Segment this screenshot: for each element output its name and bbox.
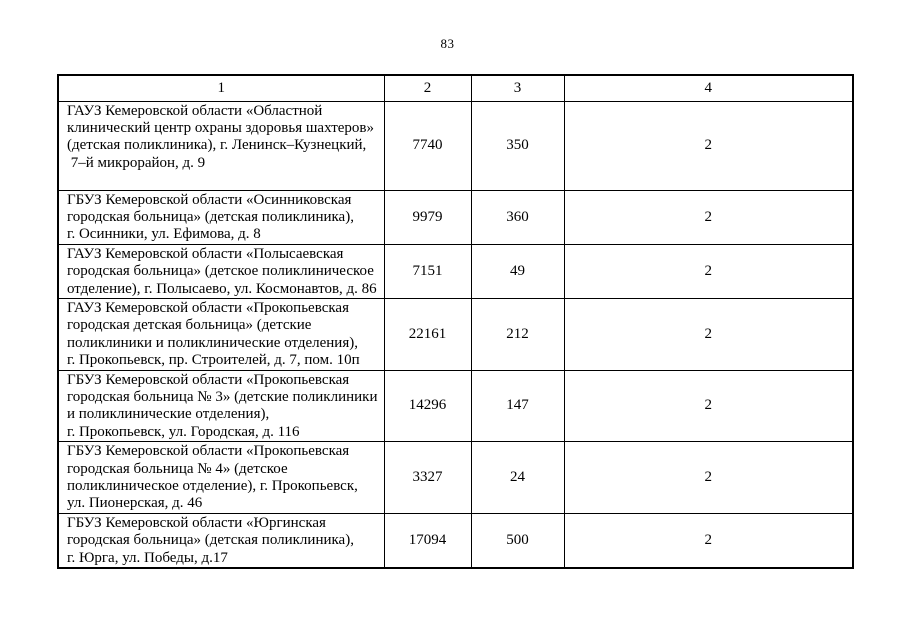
- value-col3-cell: 147: [470, 369, 565, 443]
- facilities-table: 1 2 3 4 ГАУЗ Кемеровской области «Област…: [57, 74, 854, 570]
- table-row: ГБУЗ Кемеровской области «Осинниковская …: [57, 189, 854, 245]
- table-row: ГБУЗ Кемеровской области «Юргинская горо…: [57, 512, 854, 569]
- column-header-3: 3: [470, 74, 565, 102]
- page-number: 83: [440, 36, 455, 51]
- value-col3-cell: 212: [470, 297, 565, 371]
- column-header-2: 2: [383, 74, 472, 102]
- column-header-1: 1: [57, 74, 385, 102]
- value-col4-cell: 2: [563, 100, 854, 191]
- table-row: ГБУЗ Кемеровской области «Прокопьевская …: [57, 369, 854, 443]
- value-col3-cell: 500: [470, 512, 565, 569]
- facility-name-cell: ГАУЗ Кемеровской области «Прокопьевская …: [57, 297, 385, 371]
- value-col2-cell: 17094: [383, 512, 472, 569]
- value-col2-cell: 7740: [383, 100, 472, 191]
- facility-name-cell: ГАУЗ Кемеровской области «Областной клин…: [57, 100, 385, 191]
- facility-name-cell: ГАУЗ Кемеровской области «Полысаевская г…: [57, 243, 385, 299]
- value-col4-cell: 2: [563, 243, 854, 299]
- table-row: ГБУЗ Кемеровской области «Прокопьевская …: [57, 441, 854, 514]
- value-col2-cell: 22161: [383, 297, 472, 371]
- value-col2-cell: 7151: [383, 243, 472, 299]
- table-header-row: 1 2 3 4: [57, 74, 854, 102]
- value-col4-cell: 2: [563, 189, 854, 245]
- facility-name-cell: ГБУЗ Кемеровской области «Юргинская горо…: [57, 512, 385, 569]
- value-col4-cell: 2: [563, 369, 854, 443]
- value-col4-cell: 2: [563, 512, 854, 569]
- value-col3-cell: 360: [470, 189, 565, 245]
- table-row: ГАУЗ Кемеровской области «Прокопьевская …: [57, 297, 854, 371]
- value-col2-cell: 14296: [383, 369, 472, 443]
- value-col2-cell: 9979: [383, 189, 472, 245]
- value-col3-cell: 24: [470, 441, 565, 514]
- facility-name-cell: ГБУЗ Кемеровской области «Осинниковская …: [57, 189, 385, 245]
- column-header-4: 4: [563, 74, 854, 102]
- facility-name-cell: ГБУЗ Кемеровской области «Прокопьевская …: [57, 441, 385, 514]
- table-row: ГАУЗ Кемеровской области «Полысаевская г…: [57, 243, 854, 299]
- value-col3-cell: 49: [470, 243, 565, 299]
- value-col3-cell: 350: [470, 100, 565, 191]
- value-col2-cell: 3327: [383, 441, 472, 514]
- value-col4-cell: 2: [563, 297, 854, 371]
- value-col4-cell: 2: [563, 441, 854, 514]
- table-row: ГАУЗ Кемеровской области «Областной клин…: [57, 100, 854, 191]
- facility-name-cell: ГБУЗ Кемеровской области «Прокопьевская …: [57, 369, 385, 443]
